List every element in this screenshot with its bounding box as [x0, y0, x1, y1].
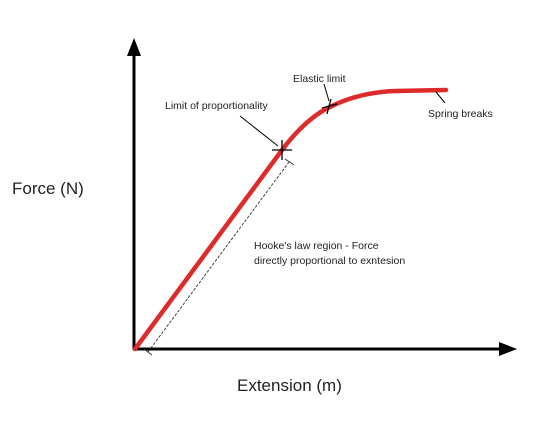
x-axis-title: Extension (m) [237, 376, 342, 395]
hookes-law-label-line1: Hooke's law region - Force [254, 240, 379, 252]
elastic-limit-pointer [323, 83, 330, 102]
elastic-limit-label: Elastic limit [293, 73, 346, 85]
limit-of-proportionality-label: Limit of proportionality [165, 100, 268, 112]
limit-of-proportionality-pointer [239, 115, 279, 147]
guide-tick-bottom [143, 348, 153, 356]
limit-of-proportionality-marker [272, 140, 292, 160]
y-axis-arrowhead [127, 38, 141, 56]
hookes-law-guide-line [147, 161, 290, 353]
axes [127, 38, 517, 356]
hookes-law-label-line2: directly proportional to exntesion [254, 255, 405, 267]
spring-breaks-pointer [435, 91, 446, 104]
x-axis-arrowhead [499, 342, 517, 356]
guide-tick-top [284, 158, 295, 166]
y-axis-title: Force (N) [12, 179, 84, 198]
elastic-limit-marker [321, 98, 338, 115]
spring-breaks-label: Spring breaks [428, 108, 493, 120]
force-extension-curve [132, 87, 449, 352]
